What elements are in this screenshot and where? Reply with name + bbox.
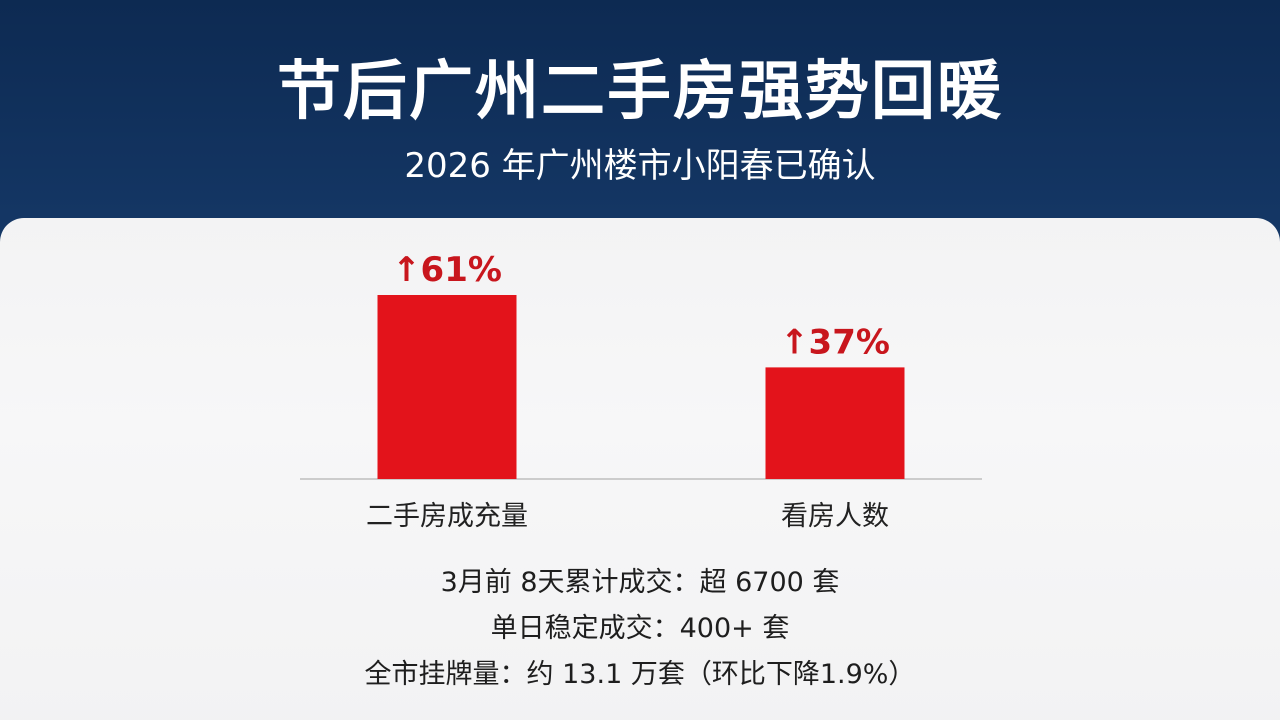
bar-1: [377, 295, 517, 479]
stats-block: 3月前 8天累计成交：超 6700 套 单日稳定成交：400+ 套 全市挂牌量：…: [0, 560, 1280, 698]
value-label-1: ↑61%: [392, 250, 502, 290]
page-title: 节后广州二手房强势回暖: [277, 55, 1003, 129]
category-label-1: 二手房成充量: [366, 501, 528, 532]
stat-line-cumulative: 3月前 8天累计成交：超 6700 套: [440, 567, 840, 598]
bar-2: [765, 367, 905, 479]
category-label-2: 看房人数: [781, 501, 889, 532]
bars-group: ↑61% 二手房成充量 ↑37% 看房人数: [366, 250, 905, 532]
page-subtitle: 2026 年广州楼市小阳春已确认: [404, 146, 876, 186]
header: 节后广州二手房强势回暖 2026 年广州楼市小阳春已确认: [0, 0, 1280, 220]
content-panel: [0, 218, 1280, 720]
stat-line-daily: 单日稳定成交：400+ 套: [490, 613, 790, 644]
value-label-2: ↑37%: [780, 322, 890, 362]
stat-line-listings: 全市挂牌量：约 13.1 万套（环比下降1.9%）: [364, 659, 916, 690]
